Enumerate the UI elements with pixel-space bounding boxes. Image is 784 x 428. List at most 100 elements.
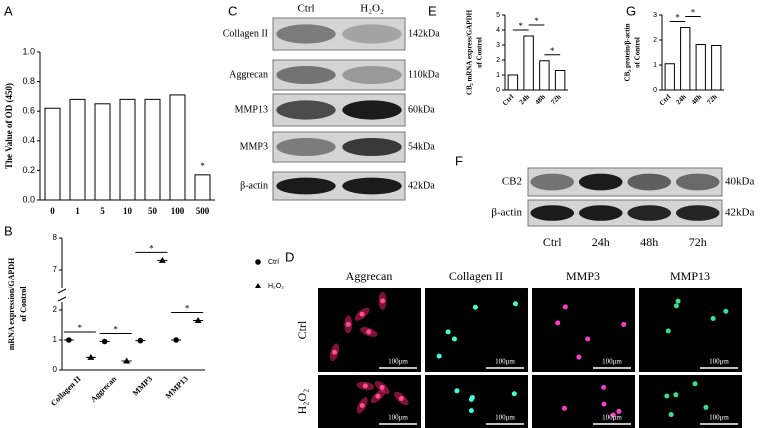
scale-bar-label: 100μm [602,414,622,422]
y-tick-label: 0.6 [22,106,35,116]
y-axis-title: The Value of OD (450) [4,83,14,169]
blot-band [276,138,336,156]
cell-nucleus [601,384,607,390]
protein-label: β-actin [240,180,268,191]
y-tick-label: 0 [496,87,500,94]
blot-band [530,205,575,221]
x-tick-label: 5 [100,206,105,216]
bar [194,174,211,201]
x-tick-label: 100 [171,206,185,216]
column-label: MMP3 [566,269,600,283]
bar [144,98,161,201]
y-tick-label: 4 [496,27,500,34]
legend-label: Ctrl [268,259,279,266]
size-label: 42kDa [408,180,435,191]
row-label: Ctrl [295,320,309,339]
blot-band [342,138,402,156]
point [123,357,131,364]
cell-nucleus [468,408,474,414]
significance-label: * [550,46,555,56]
cell-nucleus [445,329,451,335]
micrograph [425,375,528,428]
row-label: H₂O₂ [295,389,309,415]
size-label: 110kDa [408,69,440,80]
y-tick-label: 3 [496,42,500,49]
blot-strip [272,17,406,51]
size-label: 142kDa [408,28,440,39]
y-tick-label: 7 [53,265,58,274]
cell-nucleus [692,381,698,387]
cell-nucleus [366,329,372,335]
significance-label: * [185,304,190,314]
lane-label: 72h [689,235,707,249]
legend-label: H₂O₂ [268,283,284,290]
bar [119,98,136,201]
cell-nucleus [723,308,729,314]
y-tick-label: 0.0 [22,194,35,204]
scale-bar-label: 100μm [388,358,408,366]
x-tick-label: MMP13 [164,374,190,400]
significance-label: * [519,21,524,31]
significance-label: * [113,325,118,335]
protein-label: Aggrecan [229,69,268,80]
blot-band [342,177,402,195]
blot-band [578,205,623,221]
cell-nucleus [703,404,709,410]
panel-letter: F [455,153,463,168]
micrograph [639,288,742,372]
column-label: Aggrecan [346,269,393,283]
blot-band [276,24,336,44]
x-tick-label: 48h [690,93,703,106]
y-tick-label: 0.8 [22,76,35,86]
cell-nucleus [375,393,381,399]
y-axis-title: CB₂ protein/β-actin [624,23,632,81]
cell-nucleus [452,336,458,342]
x-tick-label: 10 [123,206,133,216]
cell-nucleus [436,353,442,359]
bar [695,44,706,91]
point [158,256,166,263]
bar [664,63,675,91]
significance-label: * [149,243,154,253]
blot-band [675,205,720,221]
y-axis-title: mRNA expression/GAPDH [7,257,16,350]
point [194,317,202,323]
cell-nucleus [664,393,670,399]
scale-bar-label: 100μm [495,414,515,422]
cell-nucleus [616,408,622,414]
panel-letter: E [428,3,437,18]
panel-letter: C [228,3,237,18]
y-tick-label: 2 [653,37,657,44]
size-label: 40kDa [725,176,754,188]
micrograph [425,288,528,372]
cell-nucleus [513,301,519,307]
cell-nucleus [332,349,338,355]
y-axis-title: of Control [19,286,28,322]
y-tick-label: 0.4 [22,135,35,145]
lane-label: H₂O₂ [360,3,384,15]
bar [539,60,550,91]
point [137,337,144,344]
y-tick-label: 1 [653,62,657,69]
scale-bar-label: 100μm [495,358,515,366]
cell-nucleus [454,388,460,394]
cell-nucleus [675,298,681,304]
panel-letter: G [626,3,636,18]
x-tick-label: 0 [50,206,55,216]
protein-label: MMP3 [240,141,268,152]
bar [69,98,86,201]
blot-band [675,173,720,191]
cell-nucleus [601,401,607,407]
blot-band [342,100,402,120]
bar [44,107,61,201]
y-axis-title: CB₂ mRNA express/GAPDH [466,9,474,95]
protein-label: Collagen II [223,28,268,39]
blot-band [276,177,336,195]
axis-break [57,288,67,302]
point [101,338,108,345]
panel-letter: D [285,249,294,264]
legend-marker [255,283,261,288]
cell-nucleus [362,383,368,389]
bar [169,94,186,201]
cell-nucleus [621,322,627,328]
